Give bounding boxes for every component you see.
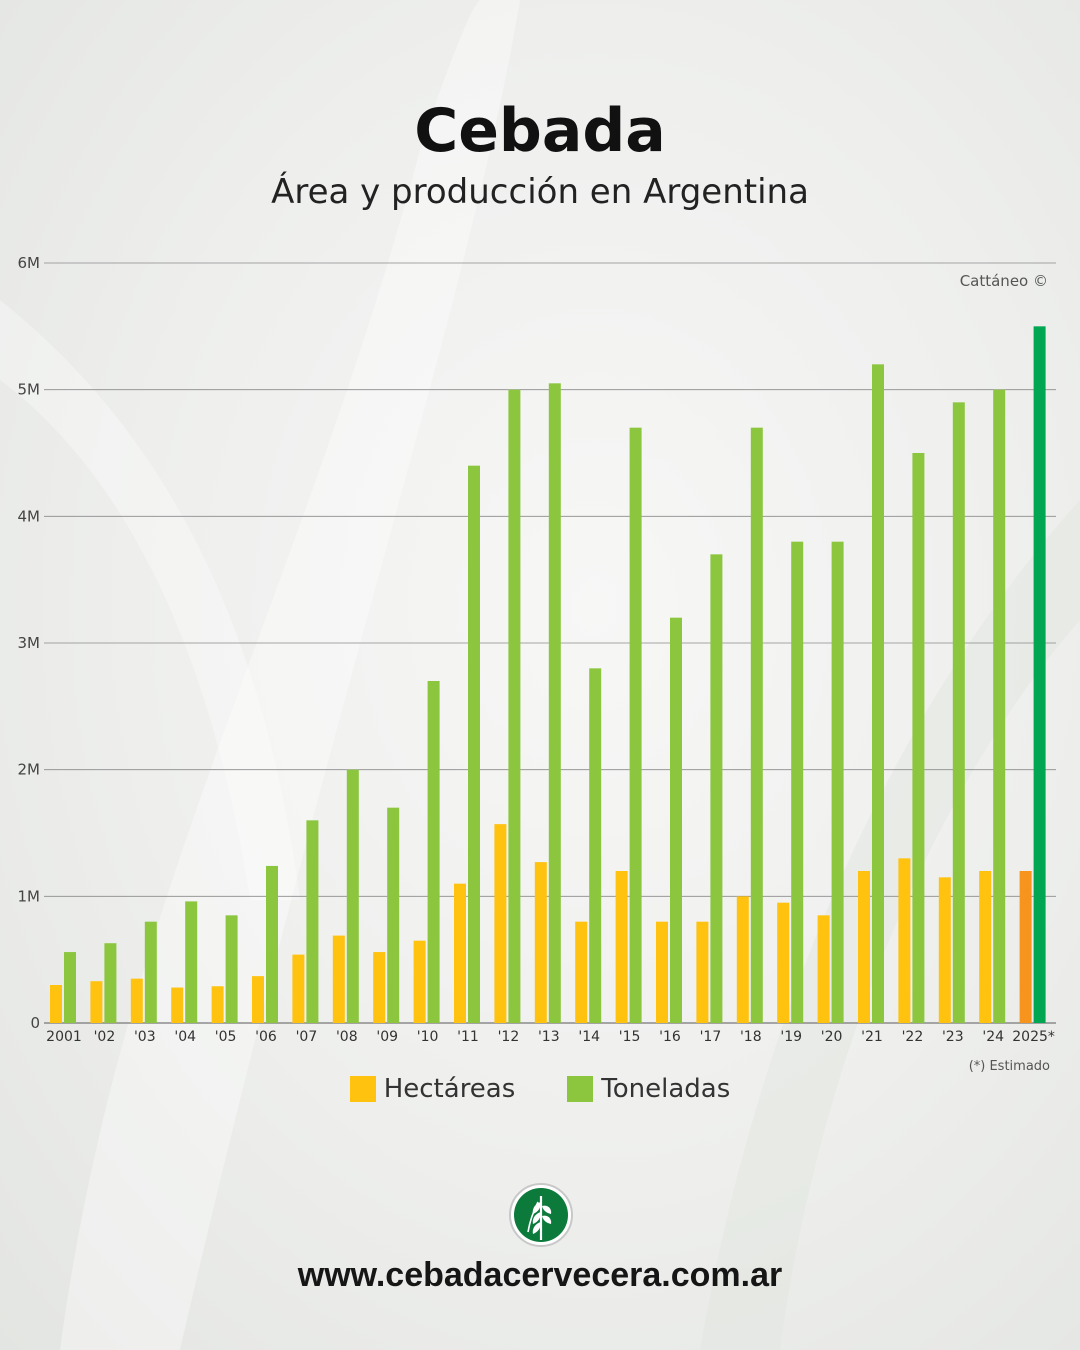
bar-toneladas-17 xyxy=(750,427,763,1024)
legend-label-hectareas: Hectáreas xyxy=(383,1074,516,1104)
bar-hectareas-9 xyxy=(413,940,426,1023)
bar-hectareas-7 xyxy=(332,935,345,1023)
bar-hectareas-1 xyxy=(90,981,103,1023)
bar-toneladas-16 xyxy=(710,554,723,1023)
x-tick-label: '09 xyxy=(376,1029,398,1045)
bar-toneladas-9 xyxy=(427,681,440,1023)
chart-subtitle: Área y producción en Argentina xyxy=(271,172,809,212)
bar-toneladas-23 xyxy=(993,389,1006,1024)
chart-title: Cebada xyxy=(414,96,666,166)
bar-toneladas-15 xyxy=(670,617,682,1023)
credit-text: Cattáneo © xyxy=(960,272,1048,290)
bar-toneladas-14 xyxy=(629,427,642,1024)
bar-hectareas-22 xyxy=(938,877,951,1023)
y-tick-label: 2M xyxy=(18,761,41,779)
bar-hectareas-21 xyxy=(898,858,911,1023)
x-tick-label: '12 xyxy=(498,1029,520,1045)
x-tick-label: '04 xyxy=(174,1029,196,1045)
x-tick-label: '18 xyxy=(740,1029,762,1045)
bar-toneladas-5 xyxy=(266,865,278,1023)
bar-hectareas-15 xyxy=(656,921,668,1023)
x-tick-label: '08 xyxy=(336,1029,358,1045)
bar-toneladas-3 xyxy=(185,901,198,1023)
bar-toneladas-1 xyxy=(104,943,117,1023)
bar-toneladas-10 xyxy=(468,465,480,1024)
y-tick-label: 5M xyxy=(18,381,41,399)
y-tick-label: 1M xyxy=(18,887,41,905)
bar-hectareas-20 xyxy=(858,871,870,1023)
bar-toneladas-19 xyxy=(831,541,844,1023)
bar-hectareas-5 xyxy=(252,976,264,1023)
x-tick-label: '02 xyxy=(94,1029,116,1045)
x-tick-label: '07 xyxy=(296,1029,318,1045)
bar-chart: 0 1M 2M 3M 4M 5M 6M 2001 '02 '03 '04 '05 '06 '07 '08 '0… xyxy=(18,254,1056,1074)
chart-legend: Hectáreas Toneladas xyxy=(0,1074,1080,1104)
x-tick-label: '21 xyxy=(861,1029,883,1045)
bar-hectareas-0 xyxy=(50,985,62,1023)
bar-toneladas-20 xyxy=(872,364,884,1023)
x-tick-label: '20 xyxy=(821,1029,843,1045)
x-tick-label: '15 xyxy=(619,1029,641,1045)
x-tick-label: '16 xyxy=(659,1029,681,1045)
y-tick-label: 4M xyxy=(18,507,41,525)
bar-hectareas-11 xyxy=(494,824,507,1023)
bar-toneladas-4 xyxy=(225,915,238,1023)
bar-toneladas-7 xyxy=(346,769,359,1023)
axis-labels: 0 1M 2M 3M 4M 5M 6M 2001 '02 '03 '04 '05 '06 '07 '08 '0… xyxy=(18,254,1055,1045)
x-tick-label: '24 xyxy=(982,1029,1004,1045)
bar-hectareas-24 xyxy=(1019,871,1032,1023)
x-tick-label: '19 xyxy=(780,1029,802,1045)
bar-hectareas-17 xyxy=(736,896,749,1023)
bar-toneladas-12 xyxy=(548,383,561,1023)
x-tick-label: '10 xyxy=(417,1029,439,1045)
bar-hectareas-2 xyxy=(130,978,143,1023)
x-tick-label: '17 xyxy=(700,1029,722,1045)
bar-toneladas-6 xyxy=(306,820,319,1023)
bar-hectareas-10 xyxy=(454,883,466,1023)
footnote-text: (*) Estimado xyxy=(969,1059,1050,1074)
y-tick-label: 6M xyxy=(18,254,41,272)
bar-toneladas-22 xyxy=(952,402,965,1023)
bar-toneladas-18 xyxy=(791,541,804,1023)
bar-hectareas-3 xyxy=(171,987,184,1023)
x-tick-label: '03 xyxy=(134,1029,156,1045)
bar-hectareas-12 xyxy=(534,862,547,1023)
x-tick-label: '13 xyxy=(538,1029,560,1045)
y-tick-label: 0 xyxy=(30,1014,40,1032)
x-tick-label: '05 xyxy=(215,1029,237,1045)
bar-toneladas-13 xyxy=(589,668,602,1023)
bar-hectareas-8 xyxy=(373,952,386,1023)
bar-hectareas-16 xyxy=(696,921,709,1023)
legend-item-hectareas: Hectáreas xyxy=(349,1074,516,1104)
x-tick-label: '23 xyxy=(942,1029,964,1045)
legend-item-toneladas: Toneladas xyxy=(567,1074,730,1104)
bar-hectareas-23 xyxy=(979,871,992,1023)
x-tick-label: '11 xyxy=(457,1029,479,1045)
bar-hectareas-18 xyxy=(777,902,790,1023)
legend-swatch-hectareas xyxy=(349,1076,376,1102)
bar-hectareas-14 xyxy=(615,871,628,1023)
website-url[interactable]: www.cebadacervecera.com.ar xyxy=(297,1256,783,1294)
x-tick-label: '22 xyxy=(902,1029,924,1045)
y-tick-label: 3M xyxy=(18,634,41,652)
x-tick-label: '06 xyxy=(255,1029,277,1045)
bar-toneladas-8 xyxy=(387,807,400,1023)
bar-hectareas-19 xyxy=(817,915,830,1023)
bar-toneladas-24 xyxy=(1033,326,1046,1023)
x-tick-label: '14 xyxy=(578,1029,600,1045)
bar-toneladas-21 xyxy=(912,453,925,1023)
legend-swatch-toneladas xyxy=(567,1076,594,1102)
bar-hectareas-13 xyxy=(575,921,588,1023)
bar-toneladas-0 xyxy=(64,952,76,1023)
legend-label-toneladas: Toneladas xyxy=(601,1074,731,1104)
x-tick-label: 2025* xyxy=(1012,1029,1055,1045)
x-tick-label: 2001 xyxy=(46,1029,82,1045)
bar-toneladas-11 xyxy=(508,389,521,1024)
barley-logo-icon xyxy=(509,1183,573,1247)
bar-toneladas-2 xyxy=(144,921,157,1023)
bar-hectareas-4 xyxy=(211,986,224,1023)
bar-hectareas-6 xyxy=(292,954,305,1023)
bars xyxy=(50,326,1046,1024)
